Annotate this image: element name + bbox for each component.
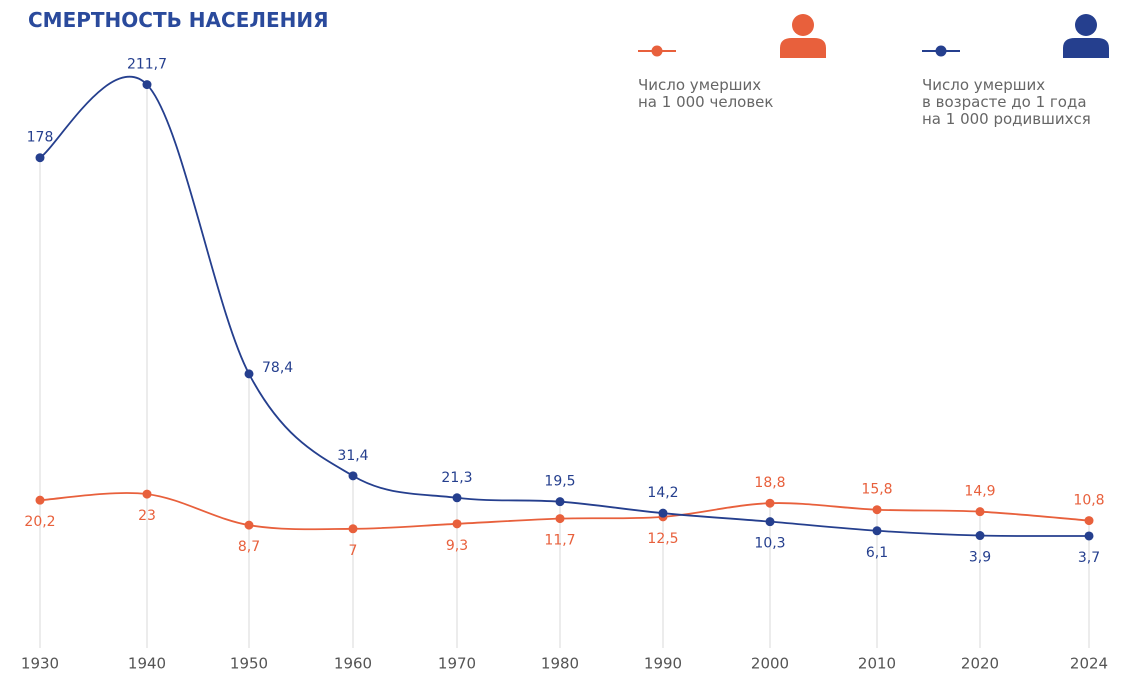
- data-label: 8,7: [238, 539, 260, 555]
- x-tick-label: 2000: [751, 655, 789, 673]
- point: [35, 153, 45, 163]
- point: [142, 489, 152, 499]
- data-label: 9,3: [446, 538, 468, 554]
- data-label: 3,7: [1078, 550, 1100, 566]
- data-label: 15,8: [861, 482, 892, 498]
- point: [975, 507, 985, 517]
- point: [348, 524, 358, 534]
- x-tick-label: 1930: [21, 655, 59, 673]
- data-label: 3,9: [969, 550, 991, 566]
- data-label: 178: [27, 130, 54, 146]
- point: [1084, 516, 1094, 526]
- point: [142, 80, 152, 90]
- data-label: 14,2: [647, 485, 678, 501]
- point: [244, 369, 254, 379]
- legend-marker: [651, 45, 663, 57]
- point: [452, 519, 462, 529]
- legend-icon: [1075, 14, 1097, 36]
- point: [244, 520, 254, 530]
- data-label: 10,3: [754, 536, 785, 552]
- data-label: 6,1: [866, 545, 888, 561]
- x-tick-label: 1980: [541, 655, 579, 673]
- data-label: 14,9: [964, 484, 995, 500]
- point: [348, 471, 358, 481]
- legend-label: Число умерших на 1 000 человек: [638, 76, 774, 111]
- point: [555, 497, 565, 507]
- point: [872, 505, 882, 515]
- point: [555, 514, 565, 524]
- data-label: 18,8: [754, 475, 785, 491]
- data-label: 10,8: [1073, 493, 1104, 509]
- data-label: 78,4: [262, 360, 293, 376]
- data-label: 23: [138, 508, 156, 524]
- data-label: 19,5: [544, 474, 575, 490]
- legend-icon: [792, 14, 814, 36]
- point: [765, 517, 775, 527]
- line: [39, 75, 1090, 537]
- legend-icon: [1063, 38, 1109, 58]
- x-tick-label: 1970: [438, 655, 476, 673]
- x-tick-label: 2010: [858, 655, 896, 673]
- point: [1084, 531, 1094, 541]
- data-label: 21,3: [441, 470, 472, 486]
- x-tick-label: 2024: [1070, 655, 1108, 673]
- x-tick-label: 2020: [961, 655, 999, 673]
- legend-marker: [935, 45, 947, 57]
- point: [452, 493, 462, 503]
- data-label: 12,5: [647, 531, 678, 547]
- point: [872, 526, 882, 536]
- x-tick-label: 1990: [644, 655, 682, 673]
- point: [765, 498, 775, 508]
- chart-title: СМЕРТНОСТЬ НАСЕЛЕНИЯ: [28, 8, 329, 32]
- data-label: 31,4: [337, 448, 368, 464]
- line: [39, 492, 1090, 531]
- data-label: 211,7: [127, 57, 167, 73]
- point: [35, 495, 45, 505]
- x-tick-label: 1960: [334, 655, 372, 673]
- data-label: 20,2: [24, 514, 55, 530]
- legend-label: Число умерших в возрасте до 1 года на 1 …: [922, 76, 1091, 128]
- x-tick-label: 1950: [230, 655, 268, 673]
- point: [658, 508, 668, 518]
- data-label: 7: [349, 543, 358, 559]
- legend-icon: [780, 38, 826, 58]
- x-tick-label: 1940: [128, 655, 166, 673]
- point: [975, 531, 985, 541]
- data-label: 11,7: [544, 533, 575, 549]
